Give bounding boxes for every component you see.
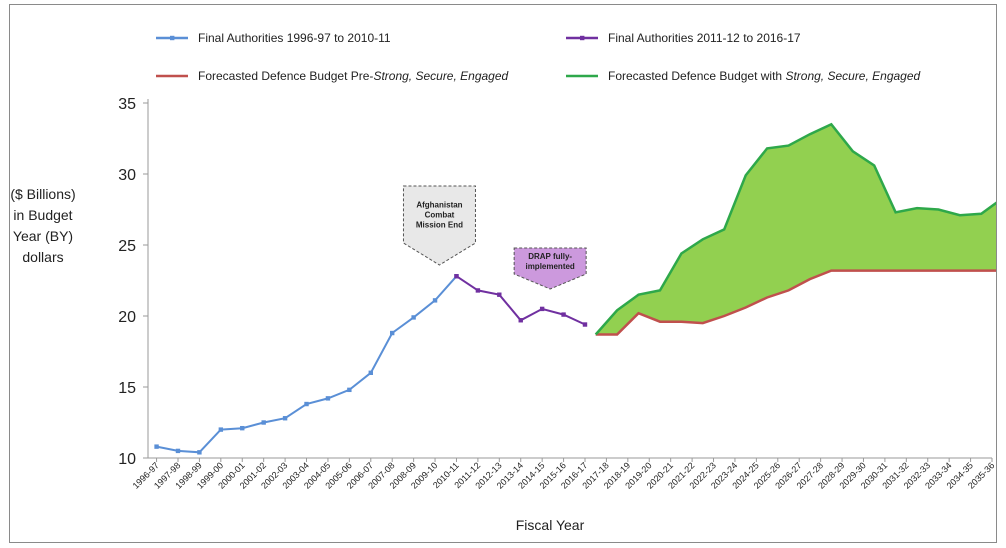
annotation-text: implemented <box>525 262 574 271</box>
series-line-1 <box>156 275 458 454</box>
y-tick-label: 25 <box>118 238 136 255</box>
legend-label: Forecasted Defence Budget with Strong, S… <box>608 69 921 83</box>
data-point <box>197 450 202 455</box>
data-point <box>240 425 245 431</box>
y-tick-label: 20 <box>118 309 136 326</box>
legend-marker <box>170 35 175 41</box>
series-line-4 <box>594 122 1004 336</box>
y-tick-label: 35 <box>118 96 136 113</box>
data-point <box>518 318 523 323</box>
data-point <box>154 444 159 449</box>
y-tick-label: 10 <box>118 451 136 468</box>
data-point <box>497 292 502 297</box>
data-point <box>347 387 352 393</box>
forecast-increase-area <box>595 124 1003 335</box>
budget-chart: 1015202530351996-971997-981998-991999-00… <box>10 31 1004 533</box>
data-point <box>432 298 438 303</box>
y-axis-title-line: in Budget <box>13 207 72 223</box>
x-axis-title: Fiscal Year <box>516 517 585 533</box>
series-line-3 <box>595 269 1003 336</box>
annotation-callout <box>513 247 587 290</box>
legend-label: Final Authorities 1996-97 to 2010-11 <box>198 31 391 45</box>
y-tick-label: 15 <box>118 380 136 397</box>
data-point <box>475 288 481 293</box>
annotation-text: Combat <box>425 211 455 220</box>
legend-marker <box>580 35 585 41</box>
series-line-2 <box>455 275 586 326</box>
data-point <box>390 330 395 336</box>
data-point <box>175 448 181 454</box>
data-point <box>261 420 266 425</box>
annotation-text: Afghanistan <box>416 201 462 210</box>
y-axis-title-line: dollars <box>22 249 63 265</box>
data-point <box>368 370 373 375</box>
y-axis-title-line: ($ Billions) <box>10 186 75 202</box>
annotation-text: DRAP fully- <box>528 252 572 261</box>
data-point <box>454 274 459 279</box>
data-point <box>282 416 288 421</box>
data-point <box>325 396 331 401</box>
y-tick-label: 30 <box>118 167 136 184</box>
data-point <box>218 427 224 432</box>
chart-frame: 10 15 20 25 30 35 1996-97 1997-98 1998-99 1999-00… <box>9 4 1004 543</box>
data-point <box>539 306 545 312</box>
legend-label: Final Authorities 2011-12 to 2016-17 <box>608 31 801 45</box>
data-point <box>582 322 588 327</box>
data-point <box>561 312 566 317</box>
y-axis-title-line: Year (BY) <box>13 228 73 244</box>
data-point <box>304 401 309 407</box>
data-point <box>411 315 416 320</box>
annotation-text: Mission End <box>416 221 463 230</box>
annotation-callout <box>402 185 476 266</box>
legend-label: Forecasted Defence Budget Pre-Strong, Se… <box>198 69 509 83</box>
